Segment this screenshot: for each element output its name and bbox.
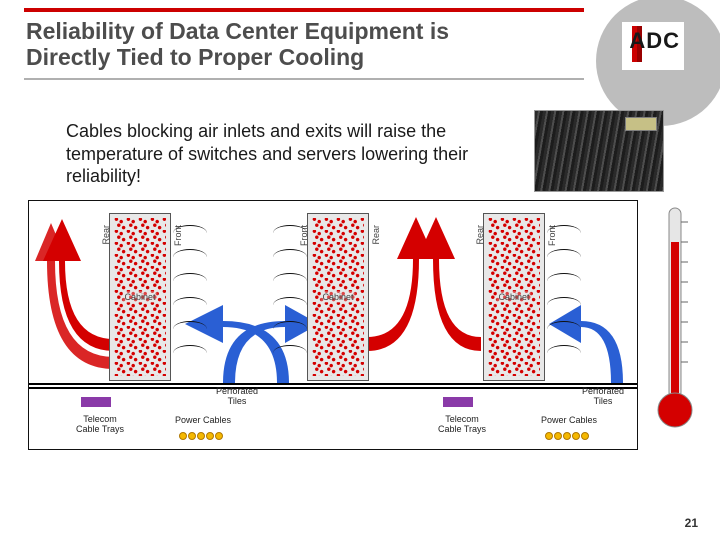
page-number: 21 [685,516,698,530]
power-cables-dots-2 [545,427,590,445]
cabinet-3-fan [547,215,581,375]
cabinet-2-label: Cabinet [320,291,355,303]
photo-tag [625,117,657,131]
logo-text: ADC [629,28,680,54]
cabinet-3-label: Cabinet [496,291,531,303]
telecom-tray-label-2: TelecomCable Trays [427,415,497,435]
airflow-diagram: Cabinet Rear Front Cabinet Front Rear Ca… [28,200,638,450]
underfloor: PerforatedTiles TelecomCable Trays Power… [29,383,637,449]
thermometer [654,202,694,432]
title-block: Reliability of Data Center Equipment is … [26,18,526,71]
telecom-tray-1 [81,397,111,407]
cabinet-2-fan [273,215,307,375]
telecom-tray-label-1: TelecomCable Trays [65,415,135,435]
cabinet-1: Cabinet [109,213,171,381]
cabinet-2-rear: Rear [371,225,381,245]
perforated-tiles-label-1: PerforatedTiles [207,387,267,407]
rack-photo-texture [535,111,663,191]
title-underline [24,78,584,80]
cabinet-3: Cabinet [483,213,545,381]
header-red-bar [24,8,584,12]
logo: ADC [612,14,704,76]
rack-photo [534,110,664,192]
perforated-tiles-label-2: PerforatedTiles [573,387,633,407]
power-cables-label-2: Power Cables [541,415,597,425]
thermometer-svg [654,202,694,432]
page-title: Reliability of Data Center Equipment is … [26,18,526,71]
cabinet-2: Cabinet [307,213,369,381]
body-paragraph: Cables blocking air inlets and exits wil… [66,120,476,188]
power-cables-dots-1 [179,427,224,445]
power-cables-label-1: Power Cables [175,415,231,425]
cabinet-1-fan [173,215,207,375]
cabinet-1-rear: Rear [101,225,111,245]
cabinet-3-rear: Rear [475,225,485,245]
telecom-tray-2 [443,397,473,407]
cabinet-1-label: Cabinet [122,291,157,303]
